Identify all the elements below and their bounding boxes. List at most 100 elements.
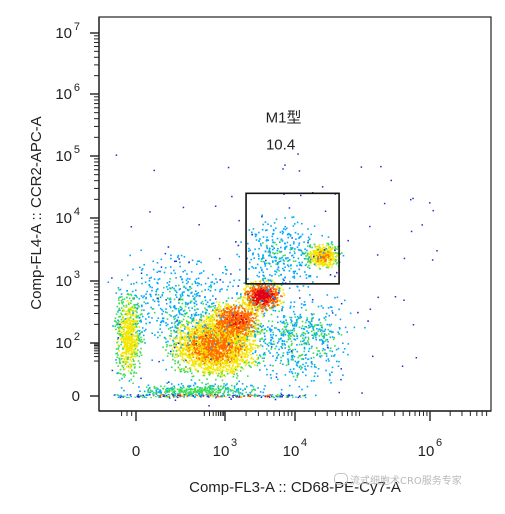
event-dot [197,339,200,342]
event-dot [218,328,221,331]
event-dot [214,339,216,342]
event-dot [256,296,259,298]
event-dot [245,323,248,325]
event-dot [237,359,240,361]
event-dot [322,253,324,255]
event-dot [212,356,214,358]
event-dot [198,365,200,367]
event-dot [275,305,277,307]
event-dot [179,350,181,352]
event-dot [266,286,268,288]
event-dot [250,346,252,349]
event-dot [241,342,244,345]
event-dot [122,337,124,339]
event-dot [264,298,266,301]
event-dot [258,289,261,292]
event-dot [131,342,134,345]
event-dot [226,332,228,335]
event-dot [208,369,210,371]
event-dot [251,317,254,319]
event-dot [192,375,195,377]
event-dot [224,360,227,363]
event-dot [119,315,122,318]
event-dot [186,345,188,347]
event-dot [182,331,185,334]
event-dot [242,336,245,338]
event-dot [264,364,266,367]
event-dot [321,258,323,260]
event-dot [213,340,215,342]
event-dot [317,260,320,262]
event-dot [137,336,140,338]
event-dot [128,338,131,341]
event-dot [265,310,268,312]
event-dot [240,333,242,335]
event-dot [119,333,121,335]
event-dot [125,330,128,333]
event-dot [341,252,343,254]
event-dot [250,319,252,322]
event-dot [246,291,249,293]
event-dot [121,355,123,357]
event-dot [265,298,267,300]
event-dot [232,317,234,319]
event-dot [256,364,259,367]
event-dot [272,303,275,305]
event-dot [268,300,271,302]
event-dot [237,323,239,326]
event-dot [221,332,223,334]
event-dot [198,351,200,354]
event-dot [201,354,203,357]
event-dot [320,249,322,252]
event-dot [180,339,183,341]
event-dot [201,382,203,384]
event-dot [256,291,258,293]
event-dot [172,358,174,361]
event-dot [222,301,224,304]
event-dot [215,378,217,381]
event-dot [206,315,208,317]
event-dot [255,303,258,306]
event-dot [244,317,246,319]
event-dot [232,339,234,342]
event-dot [211,362,214,365]
event-dot [326,252,328,254]
event-dot [204,371,207,373]
event-dot [186,328,189,330]
event-dot [123,342,126,345]
event-dot [126,290,128,292]
event-dot [136,316,139,318]
event-dot [216,339,218,341]
event-dot [227,362,229,365]
event-dot [120,324,122,327]
event-dot [230,353,233,355]
event-dot [227,364,230,367]
event-dot [211,361,214,364]
event-dot [264,221,267,223]
event-dot [204,350,206,353]
event-dot [159,334,161,337]
event-dot [223,312,225,314]
event-dot [132,355,135,358]
event-dot [231,319,233,321]
event-dot [251,296,254,299]
event-dot [182,344,185,347]
event-dot [304,251,307,254]
event-dot [231,341,233,344]
event-dot [218,327,221,329]
event-dot [197,348,200,350]
event-dot [263,294,265,297]
event-dot [268,291,271,294]
event-dot [224,356,227,359]
event-dot [122,333,125,336]
event-dot [121,352,124,355]
event-dot [318,247,321,249]
event-dot [203,320,205,323]
event-dot [220,333,223,335]
event-dot [131,335,134,337]
event-dot [126,332,129,334]
event-dot [130,360,133,362]
event-dot [137,349,139,351]
event-dot [248,306,250,309]
event-dot [301,261,303,264]
